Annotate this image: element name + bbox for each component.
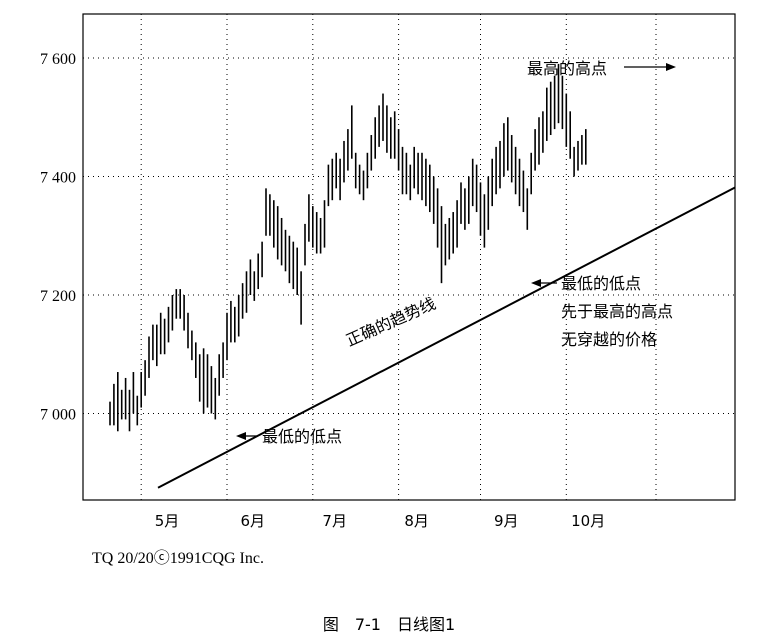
- x-axis-ticks: 5月 6月 7月 8月 9月 10月: [155, 512, 606, 530]
- x-tick-label-1: 6月: [241, 512, 266, 530]
- y-tick-label-0: 7 000: [40, 407, 76, 424]
- y-tick-label-2: 7 400: [40, 170, 76, 187]
- lowest-low-label-2: 最低的低点: [561, 274, 641, 293]
- x-tick-label-3: 8月: [404, 512, 429, 530]
- data-credit: TQ 20/20ⓒ1991CQG Inc.: [92, 549, 264, 567]
- y-tick-label-3: 7 600: [40, 51, 76, 68]
- grid-lines: [83, 14, 735, 500]
- highest-high-label: 最高的高点: [527, 59, 607, 78]
- price-bars: [109, 63, 587, 432]
- lowest-low-note-line3: 无穿越的价格: [561, 330, 657, 349]
- x-tick-label-0: 5月: [155, 512, 180, 530]
- lowest-low-label-1: 最低的低点: [262, 427, 342, 446]
- trend-line: [157, 186, 736, 489]
- y-tick-label-1: 7 200: [40, 288, 76, 305]
- lowest-low-arrow-2: [531, 279, 557, 287]
- lowest-low-note-line2: 先于最高的高点: [561, 302, 673, 321]
- y-axis-ticks: 7 000 7 200 7 400 7 600: [40, 51, 76, 424]
- x-tick-label-5: 10月: [571, 512, 605, 530]
- x-tick-label-4: 9月: [494, 512, 519, 530]
- plot-frame: [82, 13, 736, 501]
- x-tick-label-2: 7月: [322, 512, 347, 530]
- highest-high-arrow: [624, 63, 676, 71]
- lowest-low-arrow-1: [236, 432, 258, 440]
- trendline-label: 正确的趋势线: [343, 294, 438, 350]
- figure-caption: 图 7-1 日线图1: [323, 615, 455, 634]
